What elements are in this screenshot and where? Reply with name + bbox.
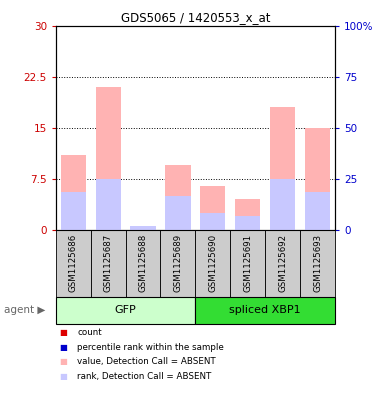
Bar — [95, 179, 121, 230]
Bar — [126, 230, 161, 297]
Bar — [200, 213, 225, 230]
Text: GSM1125688: GSM1125688 — [139, 234, 147, 292]
Bar — [305, 193, 330, 230]
Bar — [56, 297, 195, 324]
Bar — [195, 230, 230, 297]
Bar — [95, 87, 121, 230]
Bar — [61, 193, 86, 230]
Bar — [305, 128, 330, 230]
Text: ■: ■ — [60, 343, 67, 351]
Text: ■: ■ — [60, 373, 67, 381]
Text: GSM1125693: GSM1125693 — [313, 234, 322, 292]
Bar — [230, 230, 265, 297]
Bar — [270, 179, 295, 230]
Text: ■: ■ — [60, 358, 67, 366]
Bar — [131, 226, 156, 230]
Bar — [56, 230, 91, 297]
Bar — [161, 230, 195, 297]
Text: GSM1125691: GSM1125691 — [243, 234, 252, 292]
Bar — [270, 107, 295, 230]
Text: spliced XBP1: spliced XBP1 — [229, 305, 301, 316]
Bar — [300, 230, 335, 297]
Bar — [166, 165, 191, 230]
Text: GSM1125692: GSM1125692 — [278, 234, 287, 292]
Text: agent ▶: agent ▶ — [4, 305, 45, 316]
Text: GSM1125687: GSM1125687 — [104, 234, 113, 292]
Text: ■: ■ — [60, 328, 67, 336]
Title: GDS5065 / 1420553_x_at: GDS5065 / 1420553_x_at — [121, 11, 270, 24]
Text: GSM1125689: GSM1125689 — [173, 234, 182, 292]
Text: rank, Detection Call = ABSENT: rank, Detection Call = ABSENT — [77, 373, 211, 381]
Bar — [200, 185, 225, 230]
Bar — [166, 196, 191, 230]
Bar — [91, 230, 126, 297]
Text: GFP: GFP — [115, 305, 136, 316]
Text: count: count — [77, 328, 102, 336]
Bar — [195, 297, 335, 324]
Bar — [61, 155, 86, 230]
Bar — [235, 199, 260, 230]
Text: GSM1125686: GSM1125686 — [69, 234, 78, 292]
Text: GSM1125690: GSM1125690 — [208, 234, 218, 292]
Text: percentile rank within the sample: percentile rank within the sample — [77, 343, 224, 351]
Bar — [235, 216, 260, 230]
Bar — [265, 230, 300, 297]
Text: value, Detection Call = ABSENT: value, Detection Call = ABSENT — [77, 358, 216, 366]
